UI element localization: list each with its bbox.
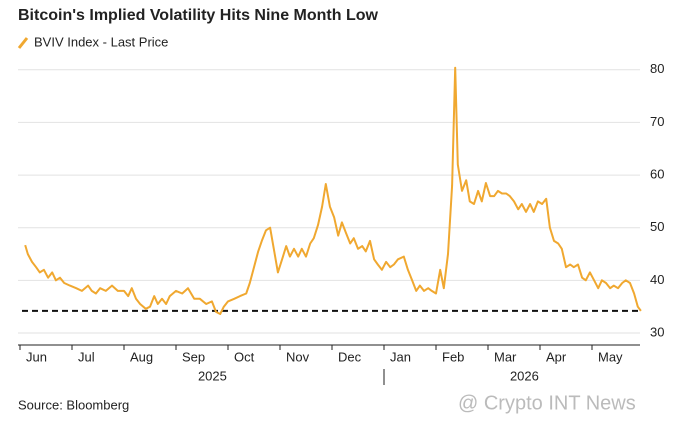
x-tick-label: May: [598, 349, 623, 364]
y-tick-label: 50: [650, 219, 664, 234]
y-tick-label: 70: [650, 114, 664, 129]
x-tick-label: Aug: [130, 349, 153, 364]
source: Source: Bloomberg: [18, 397, 129, 412]
year-label: 2025: [198, 368, 227, 383]
x-tick-label: Oct: [234, 349, 255, 364]
legend-swatch: [17, 37, 29, 49]
y-tick-label: 30: [650, 324, 664, 339]
x-tick-label: Dec: [338, 349, 362, 364]
y-tick-label: 40: [650, 272, 664, 287]
y-tick-label: 60: [650, 167, 664, 182]
chart-title: Bitcoin's Implied Volatility Hits Nine M…: [18, 7, 379, 24]
line-series: [24, 66, 642, 315]
x-tick-label: Nov: [286, 349, 310, 364]
x-tick-label: Jun: [26, 349, 47, 364]
watermark: @ Crypto INT News: [458, 392, 636, 414]
y-tick-label: 80: [650, 61, 664, 76]
x-tick-label: Jan: [390, 349, 411, 364]
x-tick-label: Feb: [442, 349, 464, 364]
x-tick-label: Mar: [494, 349, 517, 364]
legend-label: BVIV Index - Last Price: [34, 34, 168, 49]
x-tick-label: Jul: [78, 349, 95, 364]
year-label: 2026: [510, 368, 539, 383]
x-tick-label: Apr: [546, 349, 567, 364]
x-tick-label: Sep: [182, 349, 205, 364]
